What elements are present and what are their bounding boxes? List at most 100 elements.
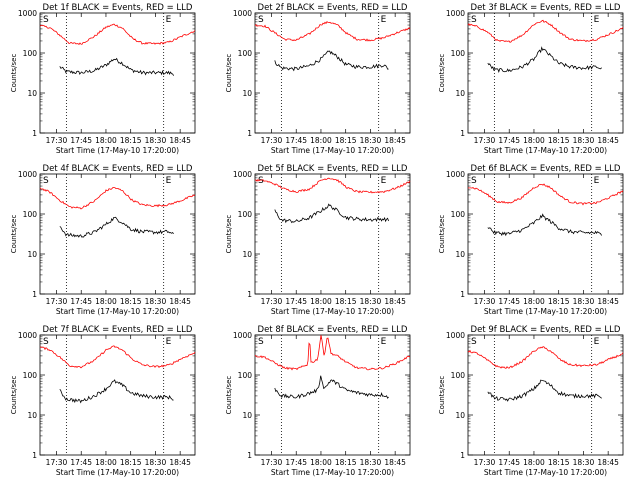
y-axis-label: Counts/sec (225, 54, 233, 93)
panel-3: Det 3f BLACK = Events, RED = LLD 17:30 17:… (438, 3, 624, 155)
x-tick-label: 18:30 (145, 136, 167, 145)
y-tick-label: 10 (242, 250, 252, 259)
x-axis-label: Start Time (17-May-10 17:20:00) (56, 146, 179, 155)
y-tick-label: 100 (23, 371, 38, 380)
x-axis-label: Start Time (17-May-10 17:20:00) (271, 307, 394, 316)
x-tick-label: 18:00 (310, 297, 332, 306)
x-tick-label: 18:30 (360, 136, 382, 145)
x-tick-label: 17:30 (46, 297, 68, 306)
x-tick-label: 18:45 (169, 297, 191, 306)
x-tick-label: 17:30 (474, 136, 496, 145)
x-tick-label: 18:45 (597, 297, 619, 306)
x-tick-label: 18:00 (523, 136, 545, 145)
e-marker-label: E (166, 337, 172, 347)
x-tick-label: 18:30 (145, 458, 167, 467)
x-tick-label: 18:00 (95, 458, 117, 467)
s-marker-label: S (471, 15, 477, 25)
plot-frame (39, 334, 196, 456)
panel-7: Det 7f BLACK = Events, RED = LLD 17:30 17:… (10, 325, 196, 477)
x-tick-label: 17:45 (70, 458, 92, 467)
e-marker-label: E (594, 176, 600, 186)
x-tick-label: 17:30 (261, 458, 283, 467)
s-marker-label: S (258, 15, 264, 25)
y-axis-label: Counts/sec (225, 215, 233, 254)
plot-frame (467, 173, 624, 295)
panel-6: Det 6f BLACK = Events, RED = LLD 17:30 17:… (438, 164, 624, 316)
x-tick-label: 18:15 (335, 136, 357, 145)
x-tick-label: 18:30 (573, 458, 595, 467)
s-marker-label: S (258, 337, 264, 347)
s-marker-label: S (471, 337, 477, 347)
y-tick-label: 10 (242, 411, 252, 420)
x-tick-label: 18:00 (523, 297, 545, 306)
y-tick-label: 1000 (18, 170, 37, 179)
x-tick-label: 17:30 (261, 297, 283, 306)
y-axis-label: Counts/sec (10, 376, 18, 415)
events-series (59, 57, 174, 76)
s-marker-label: S (43, 15, 49, 25)
x-tick-label: 18:45 (169, 458, 191, 467)
y-tick-label: 100 (238, 210, 253, 219)
x-tick-label: 17:45 (285, 458, 307, 467)
x-tick-label: 18:15 (548, 136, 570, 145)
y-tick-label: 100 (238, 49, 253, 58)
y-tick-label: 10 (27, 89, 37, 98)
y-tick-label: 1 (247, 129, 252, 138)
x-axis-label: Start Time (17-May-10 17:20:00) (484, 468, 607, 477)
x-axis-label: Start Time (17-May-10 17:20:00) (271, 468, 394, 477)
x-tick-label: 18:45 (384, 297, 406, 306)
y-tick-label: 10 (242, 89, 252, 98)
x-tick-label: 18:30 (573, 136, 595, 145)
y-tick-label: 100 (451, 210, 466, 219)
x-tick-label: 18:45 (384, 458, 406, 467)
x-tick-label: 18:30 (360, 297, 382, 306)
panel-title: Det 5f BLACK = Events, RED = LLD (258, 164, 408, 174)
e-marker-label: E (594, 337, 600, 347)
events-series (59, 379, 174, 404)
panel-5: Det 5f BLACK = Events, RED = LLD 17:30 17:… (225, 164, 411, 316)
x-tick-label: 18:30 (145, 297, 167, 306)
panel-title: Det 9f BLACK = Events, RED = LLD (471, 325, 621, 335)
y-tick-label: 1000 (446, 331, 465, 340)
x-tick-label: 18:00 (523, 458, 545, 467)
plot-frame (254, 12, 411, 134)
plot-frame (39, 12, 196, 134)
y-tick-label: 1 (247, 290, 252, 299)
e-marker-label: E (381, 337, 387, 347)
plot-frame (39, 173, 196, 295)
x-tick-label: 18:00 (95, 297, 117, 306)
events-series (487, 46, 602, 74)
panel-title: Det 3f BLACK = Events, RED = LLD (471, 3, 621, 13)
x-tick-label: 17:45 (285, 136, 307, 145)
lld-series (254, 177, 411, 194)
x-tick-label: 18:45 (597, 458, 619, 467)
y-tick-label: 1 (247, 451, 252, 460)
lld-series (254, 335, 410, 371)
x-tick-label: 18:15 (548, 458, 570, 467)
y-tick-label: 1000 (18, 9, 37, 18)
x-tick-label: 18:45 (384, 136, 406, 145)
y-tick-label: 1000 (446, 9, 465, 18)
y-tick-label: 10 (455, 250, 465, 259)
x-tick-label: 18:30 (360, 458, 382, 467)
y-tick-label: 100 (451, 49, 466, 58)
x-tick-label: 18:00 (310, 458, 332, 467)
e-marker-label: E (381, 176, 387, 186)
s-marker-label: S (43, 337, 49, 347)
y-tick-label: 1 (32, 290, 37, 299)
panel-2: Det 2f BLACK = Events, RED = LLD 17:30 17:… (225, 3, 411, 155)
panel-8: Det 8f BLACK = Events, RED = LLD 17:30 17:… (225, 325, 411, 477)
x-tick-label: 18:15 (120, 458, 142, 467)
y-axis-label: Counts/sec (225, 376, 233, 415)
e-marker-label: E (166, 176, 172, 186)
plot-frame (254, 173, 411, 295)
e-marker-label: E (381, 15, 387, 25)
x-tick-label: 17:45 (498, 458, 520, 467)
y-axis-label: Counts/sec (438, 54, 446, 93)
x-tick-label: 17:45 (498, 297, 520, 306)
panel-title: Det 7f BLACK = Events, RED = LLD (43, 325, 193, 335)
x-tick-label: 18:30 (573, 297, 595, 306)
x-tick-label: 17:45 (498, 136, 520, 145)
y-tick-label: 1 (460, 451, 465, 460)
